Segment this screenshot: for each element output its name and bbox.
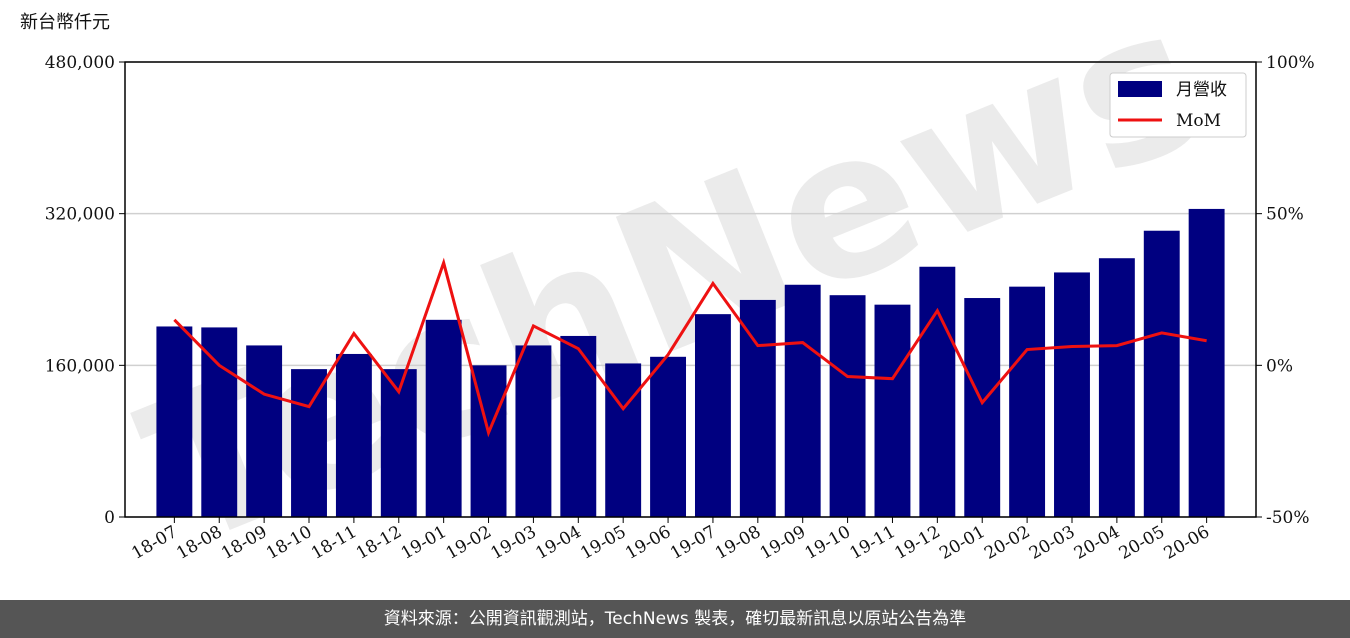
bar [739, 299, 776, 517]
bar [874, 304, 911, 517]
bar [291, 369, 327, 517]
x-tick-label: 20-03 [1026, 522, 1078, 564]
y2-tick-label: 0% [1266, 356, 1293, 376]
x-tick-label: 19-07 [667, 522, 719, 564]
x-tick-label: 20-02 [981, 522, 1033, 564]
bar [784, 284, 821, 517]
y2-tick-label: 100% [1266, 53, 1315, 73]
x-tick-label: 19-12 [891, 522, 943, 564]
x-tick-label: 19-11 [847, 522, 899, 564]
y-tick-label: 320,000 [45, 205, 115, 225]
bar [605, 363, 642, 517]
plot-frame [124, 61, 1257, 518]
bar [919, 266, 956, 517]
bar [246, 345, 283, 517]
x-tick-label: 20-04 [1071, 522, 1123, 564]
line [173, 257, 1207, 438]
x-tick-label: 19-08 [712, 522, 764, 564]
bar [1054, 272, 1090, 517]
bar [1188, 208, 1225, 518]
footer: 資料來源：公開資訊觀測站，TechNews 製表，確切最新訊息以原站公告為準 [0, 600, 1350, 638]
y-tick-label: 0 [104, 508, 115, 528]
bar [1009, 286, 1046, 517]
bar [156, 326, 193, 517]
bar [335, 353, 372, 517]
x-tick-label: 19-06 [622, 522, 674, 564]
y2-tick-label: -50% [1266, 508, 1310, 528]
x-tick-label: 19-03 [487, 522, 539, 564]
x-tick-label: 19-04 [532, 522, 584, 564]
x-tick-label: 19-10 [802, 522, 854, 564]
x-tick-label: 19-01 [398, 522, 450, 564]
x-tick-label: 20-05 [1116, 522, 1168, 564]
bar [1143, 230, 1180, 517]
x-tick-label: 20-06 [1161, 522, 1213, 564]
chart: 新台幣仟元 TechNews 0160,000320,000480,000-50… [20, 0, 1315, 593]
bar [650, 356, 687, 517]
bar [425, 319, 462, 517]
x-tick-label: 20-01 [936, 522, 988, 564]
bar [515, 345, 552, 517]
bar [829, 295, 866, 517]
legend-label: MoM [1176, 111, 1221, 131]
y-tick-label: 480,000 [45, 53, 115, 73]
y2-tick-label: 50% [1266, 205, 1304, 225]
bar [1098, 258, 1135, 517]
legend-swatch [1118, 81, 1162, 97]
legend-label: 月營收 [1176, 80, 1227, 100]
x-tick-label: 18-07 [128, 522, 180, 564]
bar [964, 298, 1001, 517]
x-tick-label: 19-09 [757, 522, 809, 564]
x-tick-label: 19-05 [577, 522, 629, 564]
y-unit: 新台幣仟元 [20, 12, 110, 33]
bar [694, 314, 731, 517]
x-tick-label: 19-02 [443, 522, 495, 564]
bar [201, 327, 238, 517]
y-tick-label: 160,000 [45, 356, 115, 376]
